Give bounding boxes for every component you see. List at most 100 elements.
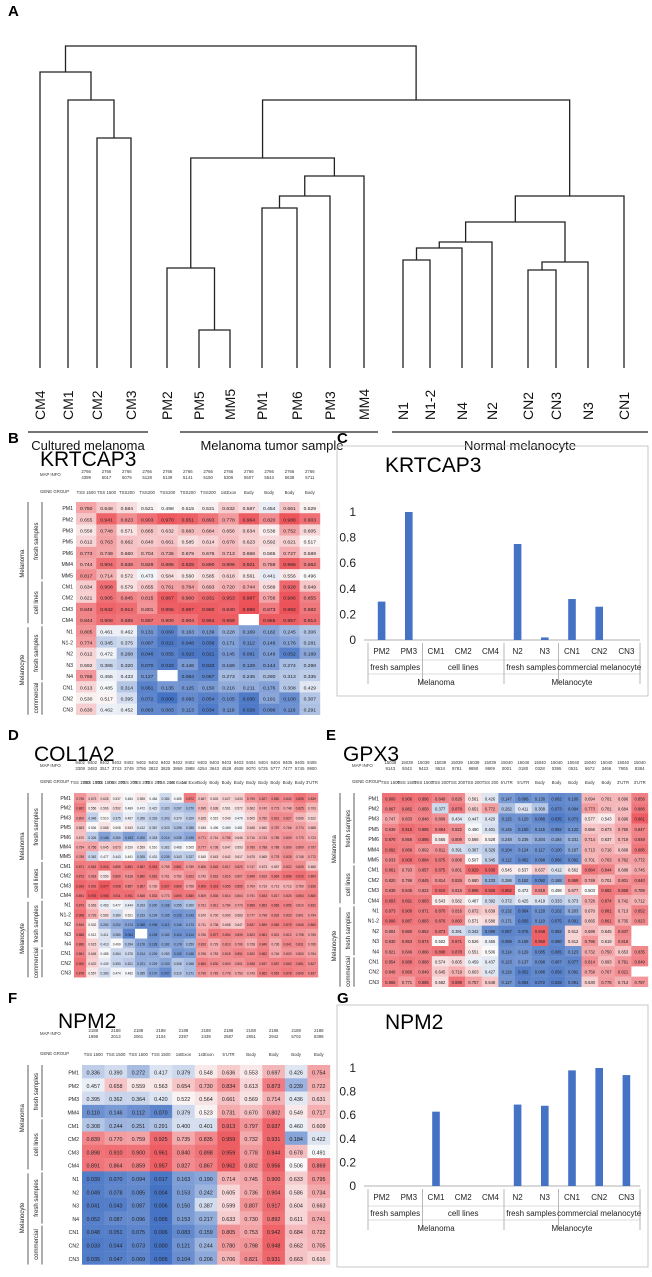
heatmap-cell-value: 0.470 xyxy=(235,816,243,820)
heatmap-row-label: CN1 xyxy=(63,685,73,691)
heatmap-mapinfo: 15039 xyxy=(451,760,464,765)
heatmap-cell-value: 0.908 xyxy=(402,858,413,863)
heatmap-cell xyxy=(218,625,239,637)
heatmap-cell xyxy=(598,813,615,824)
dendrogram-leaf-label: CM2 xyxy=(89,390,105,420)
heatmap-cell-value: 0.086 xyxy=(535,970,546,975)
heatmap-cell-value: 0.773 xyxy=(162,894,170,898)
heatmap-cell-value: 0.742 xyxy=(259,807,267,811)
heatmap-cell xyxy=(448,915,466,926)
heatmap-cell xyxy=(218,569,239,581)
heatmap-cell-value: 0.885 xyxy=(161,562,174,568)
heatmap-cell xyxy=(196,890,209,900)
heatmap-cell xyxy=(244,860,258,871)
heatmap-row-label: CM1 xyxy=(68,1124,79,1130)
heatmap-cell-value: 0.112 xyxy=(243,640,255,646)
heatmap-cell-value: 0.067 xyxy=(502,929,513,934)
heatmap-cell xyxy=(127,1251,150,1265)
heatmap-cell xyxy=(137,580,158,592)
heatmap-cell-value: 0.665 xyxy=(259,855,267,859)
heatmap-cell xyxy=(76,636,97,648)
heatmap-cell-value: 0.883 xyxy=(418,919,429,924)
heatmap-cell xyxy=(238,703,260,715)
heatmap-cell xyxy=(382,976,399,987)
heatmap-cell-value: 0.758 xyxy=(585,970,596,975)
heatmap-genegroup: TSS 200 xyxy=(108,780,125,785)
heatmap-cell-value: 0.903 xyxy=(141,517,154,523)
heatmap-genegroup: 1stExon xyxy=(176,1052,192,1057)
heatmap-cell-value: 0.538 xyxy=(263,528,276,534)
heatmap-cell-value: 0.648 xyxy=(247,826,255,830)
heatmap-cell xyxy=(74,793,87,803)
heatmap-cell xyxy=(598,884,615,896)
heatmap-cell xyxy=(98,938,111,949)
heatmap-cell-value: 0.515 xyxy=(182,506,195,512)
heatmap-cell-value: 0.632 xyxy=(161,528,174,534)
heatmap-cell xyxy=(96,524,117,536)
heatmap-cell-value: 0.786 xyxy=(247,845,255,849)
heatmap-cell-value: 0.766 xyxy=(308,942,316,946)
heatmap-cell-value: 0.899 xyxy=(174,884,182,888)
heatmap-cell xyxy=(96,692,117,704)
heatmap-cell-value: 0.967 xyxy=(182,607,195,613)
heatmap-cell xyxy=(398,946,416,957)
heatmap-mapinfo: 15040 xyxy=(534,760,547,765)
heatmap-cell-value: 0.818 xyxy=(125,875,133,879)
heatmap-cell xyxy=(238,580,260,592)
heatmap-cell xyxy=(398,844,416,855)
heatmap-cell-value: 0.603 xyxy=(468,970,479,975)
heatmap-cell xyxy=(238,681,260,693)
heatmap-cell xyxy=(122,938,136,949)
heatmap-cell-value: 0.816 xyxy=(452,909,463,914)
heatmap-cell xyxy=(157,513,178,525)
heatmap-cell-value: 0.964 xyxy=(243,517,256,523)
heatmap-cell xyxy=(137,614,158,626)
heatmap-cell-value: 0.661 xyxy=(161,540,174,546)
heatmap-mapinfo-2: 2104 xyxy=(156,1034,166,1039)
heatmap-cell-value: 0.791 xyxy=(618,960,629,965)
heatmap-mapinfo: 2188 xyxy=(291,1028,301,1033)
heatmap-row-label: CM1 xyxy=(368,868,379,874)
heatmap-cell xyxy=(382,844,399,855)
heatmap-cell xyxy=(465,966,482,977)
heatmap-cell xyxy=(183,812,197,823)
heatmap-cell-value: 0.184 xyxy=(289,1137,303,1143)
heatmap-cell-value: 0.649 xyxy=(304,584,317,590)
heatmap-cell xyxy=(498,854,516,865)
heatmap-cell xyxy=(76,535,97,547)
heatmap-cell-value: 0.774 xyxy=(80,640,93,646)
heatmap-cell xyxy=(281,841,294,852)
heatmap-genegroup: TSS 1500 xyxy=(84,1052,104,1057)
heatmap-cell-value: 0.521 xyxy=(125,913,133,917)
heatmap-cell-value: 0.067 xyxy=(202,674,215,680)
y-tick-label: 0 xyxy=(349,633,356,647)
heatmap-cell-value: 0.880 xyxy=(186,894,194,898)
heatmap-cell xyxy=(159,860,172,871)
heatmap-cell-value: 0.891 xyxy=(76,894,84,898)
heatmap-cell xyxy=(281,938,294,949)
heatmap-cell xyxy=(269,948,282,959)
heatmap-row-label: PM3 xyxy=(368,817,379,823)
heatmap-cell-value: 0.244 xyxy=(199,1243,213,1249)
heatmap-cell xyxy=(279,681,300,693)
heatmap-cell xyxy=(614,823,632,834)
heatmap-cell xyxy=(257,812,270,823)
heatmap-cell-value: 0.310 xyxy=(174,972,182,976)
heatmap-cell xyxy=(96,658,117,671)
heatmap-mapinfo: 9403 xyxy=(234,760,244,765)
heatmap-cell-value: 0.771 xyxy=(402,980,413,985)
heatmap-cell-value: 0.747 xyxy=(385,817,396,822)
heatmap-cell-value: 0.716 xyxy=(601,847,612,852)
heatmap-cell-value: 0.885 xyxy=(418,827,429,832)
heatmap-cell xyxy=(104,1078,128,1092)
heatmap-cell-value: 0.873 xyxy=(385,909,396,914)
heatmap-cell-value: 0.959 xyxy=(222,1137,236,1143)
heatmap-cell xyxy=(232,880,245,891)
heatmap-cell-value: 0.087 xyxy=(141,640,154,646)
heatmap-cell xyxy=(183,841,197,852)
heatmap-cell xyxy=(177,647,199,659)
heatmap-cell-value: 0.070 xyxy=(154,1110,168,1116)
heatmap-cell-value: 0.132 xyxy=(502,909,513,914)
y-tick-label: 0.6 xyxy=(339,1108,356,1122)
heatmap-cell-value: 0.701 xyxy=(601,807,612,812)
